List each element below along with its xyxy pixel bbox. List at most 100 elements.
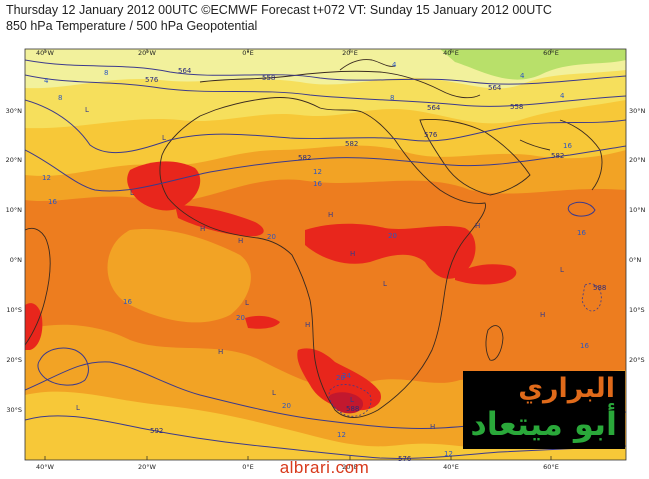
lat-label: 20°N (6, 156, 23, 164)
watermark-line-2: أبو ميتعاد (470, 405, 617, 443)
lat-label: 20°S (6, 356, 22, 364)
temp-label: 20 (267, 233, 276, 241)
pressure-markers: L L L H H H H H L L H H L L H H L L (76, 106, 564, 431)
lat-label: 20°S (629, 356, 645, 364)
temp-label: 8 (390, 94, 394, 102)
lon-label: 0°E (242, 463, 254, 471)
geopotential-label: 582 (298, 154, 311, 162)
lat-label: 10°N (6, 206, 23, 214)
temp-label: 8 (58, 94, 62, 102)
pressure-marker: H (305, 321, 310, 329)
lon-label: 20°E (342, 463, 358, 471)
lat-label: 20°N (629, 156, 646, 164)
geopotential-label: 564 (488, 84, 502, 92)
temp-band-atlantic (107, 229, 251, 323)
temp-label: 16 (580, 342, 589, 350)
temp-label: 20 (236, 314, 245, 322)
hot-core-southern-africa (297, 348, 381, 411)
hot-core-kalahari (329, 392, 364, 414)
temp-label: 4 (44, 77, 49, 85)
map-border (24, 48, 627, 461)
lon-labels-bottom: 40°W 20°W 0°E 20°E 40°E 60°E (36, 463, 559, 471)
lon-label: 20°E (342, 49, 358, 57)
pressure-marker: H (200, 225, 205, 233)
temp-label: 24 (342, 372, 351, 380)
temp-label: 20 (282, 402, 291, 410)
lat-label: 10°N (629, 206, 646, 214)
temp-label: 4 (520, 72, 525, 80)
pressure-marker: H (475, 222, 480, 230)
lat-labels-left: 30°N 20°N 10°N 0°N 10°S 20°S 30°S (6, 107, 23, 414)
temp-label: 12 (444, 450, 453, 458)
lon-label: 40°W (36, 463, 55, 471)
temp-label: 12 (313, 168, 322, 176)
site-watermark: albrari.com (279, 458, 370, 477)
temperature-contour-labels: 4 4 8 8 8 4 4 12 12 16 16 16 16 16 16 20… (42, 61, 589, 458)
lat-label: 30°S (6, 406, 22, 414)
pressure-marker: H (218, 348, 223, 356)
geopotential-label: 558 (510, 103, 523, 111)
pressure-marker: H (430, 423, 435, 431)
lat-label: 10°S (629, 306, 645, 314)
hot-core-sahel-west (127, 161, 201, 211)
temp-label: 20 (388, 232, 397, 240)
temp-label: 16 (577, 229, 586, 237)
geopotential-contour-labels: 576 564 558 564 576 582 582 582 558 564 … (145, 67, 606, 463)
lat-label: 0°N (629, 256, 641, 264)
temp-label: 8 (104, 69, 108, 77)
lon-label: 20°W (138, 463, 157, 471)
temp-label: 20 (336, 374, 345, 382)
lat-label: 30°N (6, 107, 23, 115)
temp-label: 16 (123, 298, 132, 306)
pressure-marker: L (383, 280, 387, 288)
geopotential-label: 592 (150, 427, 163, 435)
pressure-marker: L (245, 299, 249, 307)
pressure-marker: H (238, 237, 243, 245)
pressure-marker: L (76, 404, 80, 412)
geopotential-label: 564 (427, 104, 441, 112)
lon-label: 0°E (242, 49, 254, 57)
temp-band-south-12-16 (25, 391, 626, 460)
graticule-ticks (44, 49, 552, 460)
trough-lines (328, 283, 602, 417)
temp-label: 4 (560, 92, 565, 100)
lat-label: 10°S (6, 306, 22, 314)
pressure-marker: H (350, 250, 355, 258)
geopotential-label: 558 (262, 74, 275, 82)
hot-core-central-africa (305, 223, 476, 279)
geopotential-label: 576 (424, 131, 438, 139)
watermark-logo: البراري أبو ميتعاد (463, 371, 625, 449)
pressure-marker: L (85, 106, 89, 114)
lon-label: 60°E (543, 463, 559, 471)
lat-labels-right: 30°N 20°N 10°N 0°N 10°S 20°S (629, 107, 646, 364)
forecast-fields-subtitle: 850 hPa Temperature / 500 hPa Geopotenti… (6, 19, 258, 33)
temp-label: 16 (563, 142, 572, 150)
pressure-marker: H (540, 311, 545, 319)
pressure-marker: L (130, 189, 134, 197)
lon-label: 20°W (138, 49, 157, 57)
geopotential-label: 576 (398, 455, 412, 463)
hot-core-south-atlantic (245, 315, 280, 329)
geopotential-label: 588 (346, 405, 359, 413)
geopotential-label: 582 (345, 140, 358, 148)
hot-core-east-africa (455, 264, 517, 285)
geopotential-label: 564 (178, 67, 192, 75)
pressure-marker: L (560, 266, 564, 274)
geopotential-label: 582 (551, 152, 564, 160)
temp-label: 16 (313, 180, 322, 188)
pressure-marker: H (328, 211, 333, 219)
temp-band-0-4 (440, 49, 626, 80)
watermark-line-1: البراري (518, 373, 615, 404)
pressure-marker: L (272, 389, 276, 397)
lat-label: 0°N (10, 256, 22, 264)
lon-label: 40°E (443, 49, 459, 57)
lon-labels-top: 40°W 20°W 0°E 20°E 40°E 60°E (36, 49, 559, 57)
geopotential-label: 588 (593, 284, 606, 292)
temp-label: 12 (42, 174, 51, 182)
temp-label: 16 (48, 198, 57, 206)
lon-label: 40°E (443, 463, 459, 471)
pressure-marker: L (162, 134, 166, 142)
temp-label: 4 (392, 61, 397, 69)
lon-label: 40°W (36, 49, 55, 57)
lon-label: 60°E (543, 49, 559, 57)
